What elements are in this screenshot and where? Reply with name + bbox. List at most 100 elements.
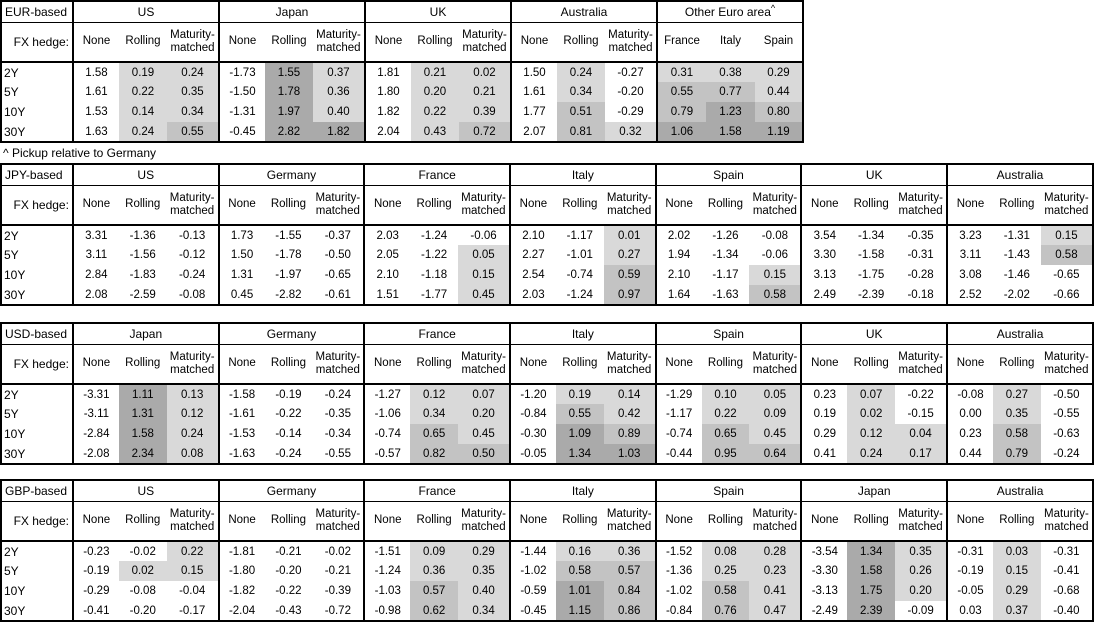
value-cell: 1.81 [364,62,411,82]
hedge-type-header: Rolling [410,344,459,385]
value-cell: -0.74 [566,269,593,281]
value-cell: 0.14 [603,384,656,404]
value-cell: -0.39 [324,585,351,597]
value-cell: 1.06 [656,122,706,142]
value-cell: 1.58 [847,561,896,581]
maturity-row-5y: 5Y 3.11 -1.56 -0.12 1.50 -1.78 -0.50 2.05 -1.22 0… [1,245,1093,265]
value-cell: -1.36 [129,229,156,242]
value-cell: 0.34 [410,404,459,424]
value-cell: -0.02 [129,545,156,558]
value-cell: 0.65 [410,424,459,444]
hedge-type-header: Rolling [701,501,750,542]
country-header: Italy [509,323,656,345]
value-cell: 3.23 [946,225,993,245]
value-cell: -1.58 [858,249,885,261]
value-cell: 2.03 [363,225,411,245]
country-header: UK [800,164,948,186]
value-cell: 0.09 [749,404,802,424]
value-cell: 0.44 [946,444,993,464]
value-cell: 0.44 [755,82,803,102]
value-cell: -0.09 [907,604,934,617]
hedge-type-header: None [217,344,265,385]
hedge-type-header: Rolling [555,501,604,542]
country-header: Australia [946,323,1093,345]
value-cell: 0.40 [458,581,511,601]
hedge-type-header: None [800,344,848,385]
value-cell: -3.31 [71,384,119,404]
value-cell: 0.50 [458,444,511,464]
hedge-type-header: None [800,501,848,542]
value-cell: 1.63 [72,122,119,142]
value-cell: 1.31 [118,404,167,424]
value-cell: -1.22 [420,249,448,261]
hedge-type-header: None [508,185,556,226]
value-cell: -1.43 [1003,249,1030,261]
value-cell: 3.13 [800,265,848,285]
footnote-pickup-relative-to-germany: ^ Pickup relative to Germany [3,146,157,160]
value-cell: 0.27 [992,384,1041,404]
maturity-row-30y: 30Y -2.08 2.34 0.08 -1.63 -0.24 -0.55 -0.57 0.82… [1,444,1093,464]
hedge-type-header: None [71,344,119,385]
value-cell: -0.05 [946,581,993,601]
value-cell: 0.76 [701,601,750,621]
value-cell: -0.29 [71,581,119,601]
value-cell: 0.82 [410,444,459,464]
value-cell: 1.82 [313,122,365,142]
value-cell: 1.58 [706,122,755,142]
hedge-type-header: Rolling [557,22,605,63]
value-cell: 0.02 [847,404,896,424]
hedge-type-header: None [946,185,993,226]
country-header: Spain [654,323,802,345]
country-header: France [363,164,510,186]
value-cell: 0.05 [458,245,510,265]
value-cell: 0.81 [557,122,605,142]
value-cell: -1.24 [566,288,593,301]
value-cell: 1.50 [217,245,265,265]
value-cell: -0.35 [324,408,351,420]
value-cell: 2.39 [847,601,896,621]
value-cell: -0.21 [275,545,302,558]
hedge-type-header: Maturity-matched [895,501,948,542]
value-cell: -1.20 [509,384,556,404]
value-cell: 2.52 [946,285,993,305]
hedge-type-header: Rolling [555,344,604,385]
value-cell: -1.82 [217,581,265,601]
value-cell: -0.17 [179,604,206,617]
value-cell: 0.02 [459,62,511,82]
value-cell: 0.95 [701,444,750,464]
value-cell: 0.01 [603,225,656,245]
value-cell: -0.35 [907,229,934,242]
value-cell: -0.63 [1053,428,1080,440]
country-header: US [71,480,219,502]
value-cell: 2.04 [364,122,411,142]
country-header: UK [800,323,948,345]
value-cell: 2.02 [654,225,702,245]
country-header: Germany [217,323,365,345]
country-header: Japan [218,1,365,23]
value-cell: 0.72 [459,122,511,142]
value-cell: -1.80 [217,561,265,581]
value-cell: 3.11 [71,245,119,265]
value-cell: 2.54 [508,265,556,285]
hedge-type-header: None [509,501,556,542]
value-cell: 0.45 [458,285,510,305]
value-cell: -0.84 [654,601,702,621]
value-cell: -1.63 [712,288,739,301]
maturity-label: 30Y [4,287,26,302]
value-cell: -2.49 [800,601,848,621]
hedge-type-header: None [218,22,265,63]
hedge-type-header: Rolling [992,344,1041,385]
value-cell: -0.02 [324,545,351,558]
value-cell: 0.62 [410,601,459,621]
value-cell: -1.02 [654,581,702,601]
hedge-type-header: Rolling [992,501,1041,542]
value-cell: -3.11 [71,404,119,424]
maturity-row-5y: 5Y 1.61 0.22 0.35 -1.50 1.78 0.36 1.80 0.20 0.21 1… [1,82,803,102]
value-cell: -0.43 [275,604,302,617]
country-header: Germany [217,480,365,502]
value-cell: -1.55 [275,229,302,242]
country-header: Australia [946,164,1093,186]
country-header: Spain [654,164,802,186]
value-cell: -1.03 [363,581,411,601]
value-cell: 0.80 [755,102,803,122]
